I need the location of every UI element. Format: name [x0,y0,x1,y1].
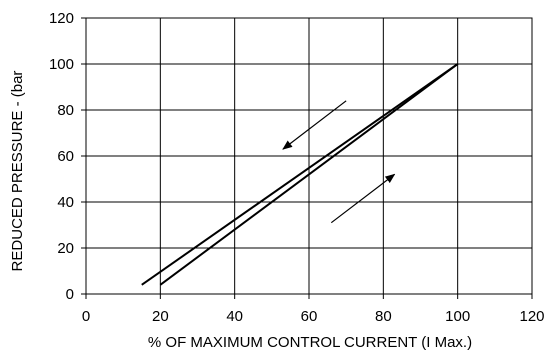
x-tick-label: 120 [519,308,544,325]
x-tick-label: 20 [152,308,169,325]
y-axis-ticks: 0 20 40 60 80 100 120 [49,10,86,303]
y-tick-label: 120 [49,10,74,27]
direction-arrows [282,100,396,224]
x-tick-label: 0 [82,308,90,325]
series-lines [141,63,459,286]
y-tick-label: 0 [66,286,74,303]
x-axis-ticks: 0 20 40 60 80 100 120 [82,294,545,325]
grid [86,18,532,294]
arrow-decreasing [282,100,347,150]
y-tick-label: 40 [57,194,74,211]
y-tick-label: 80 [57,102,74,119]
y-tick-label: 20 [57,240,74,257]
x-tick-label: 100 [445,308,470,325]
arrow-increasing [330,173,396,224]
x-tick-label: 40 [226,308,243,325]
x-tick-label: 80 [375,308,392,325]
y-tick-label: 60 [57,148,74,165]
series-line-increasing [159,63,459,286]
x-axis-label: % OF MAXIMUM CONTROL CURRENT (I Max.) [148,334,472,351]
x-tick-label: 60 [301,308,318,325]
series-line-decreasing [141,63,459,286]
y-axis-label: REDUCED PRESSURE - (bar [9,71,26,272]
y-tick-label: 100 [49,56,74,73]
